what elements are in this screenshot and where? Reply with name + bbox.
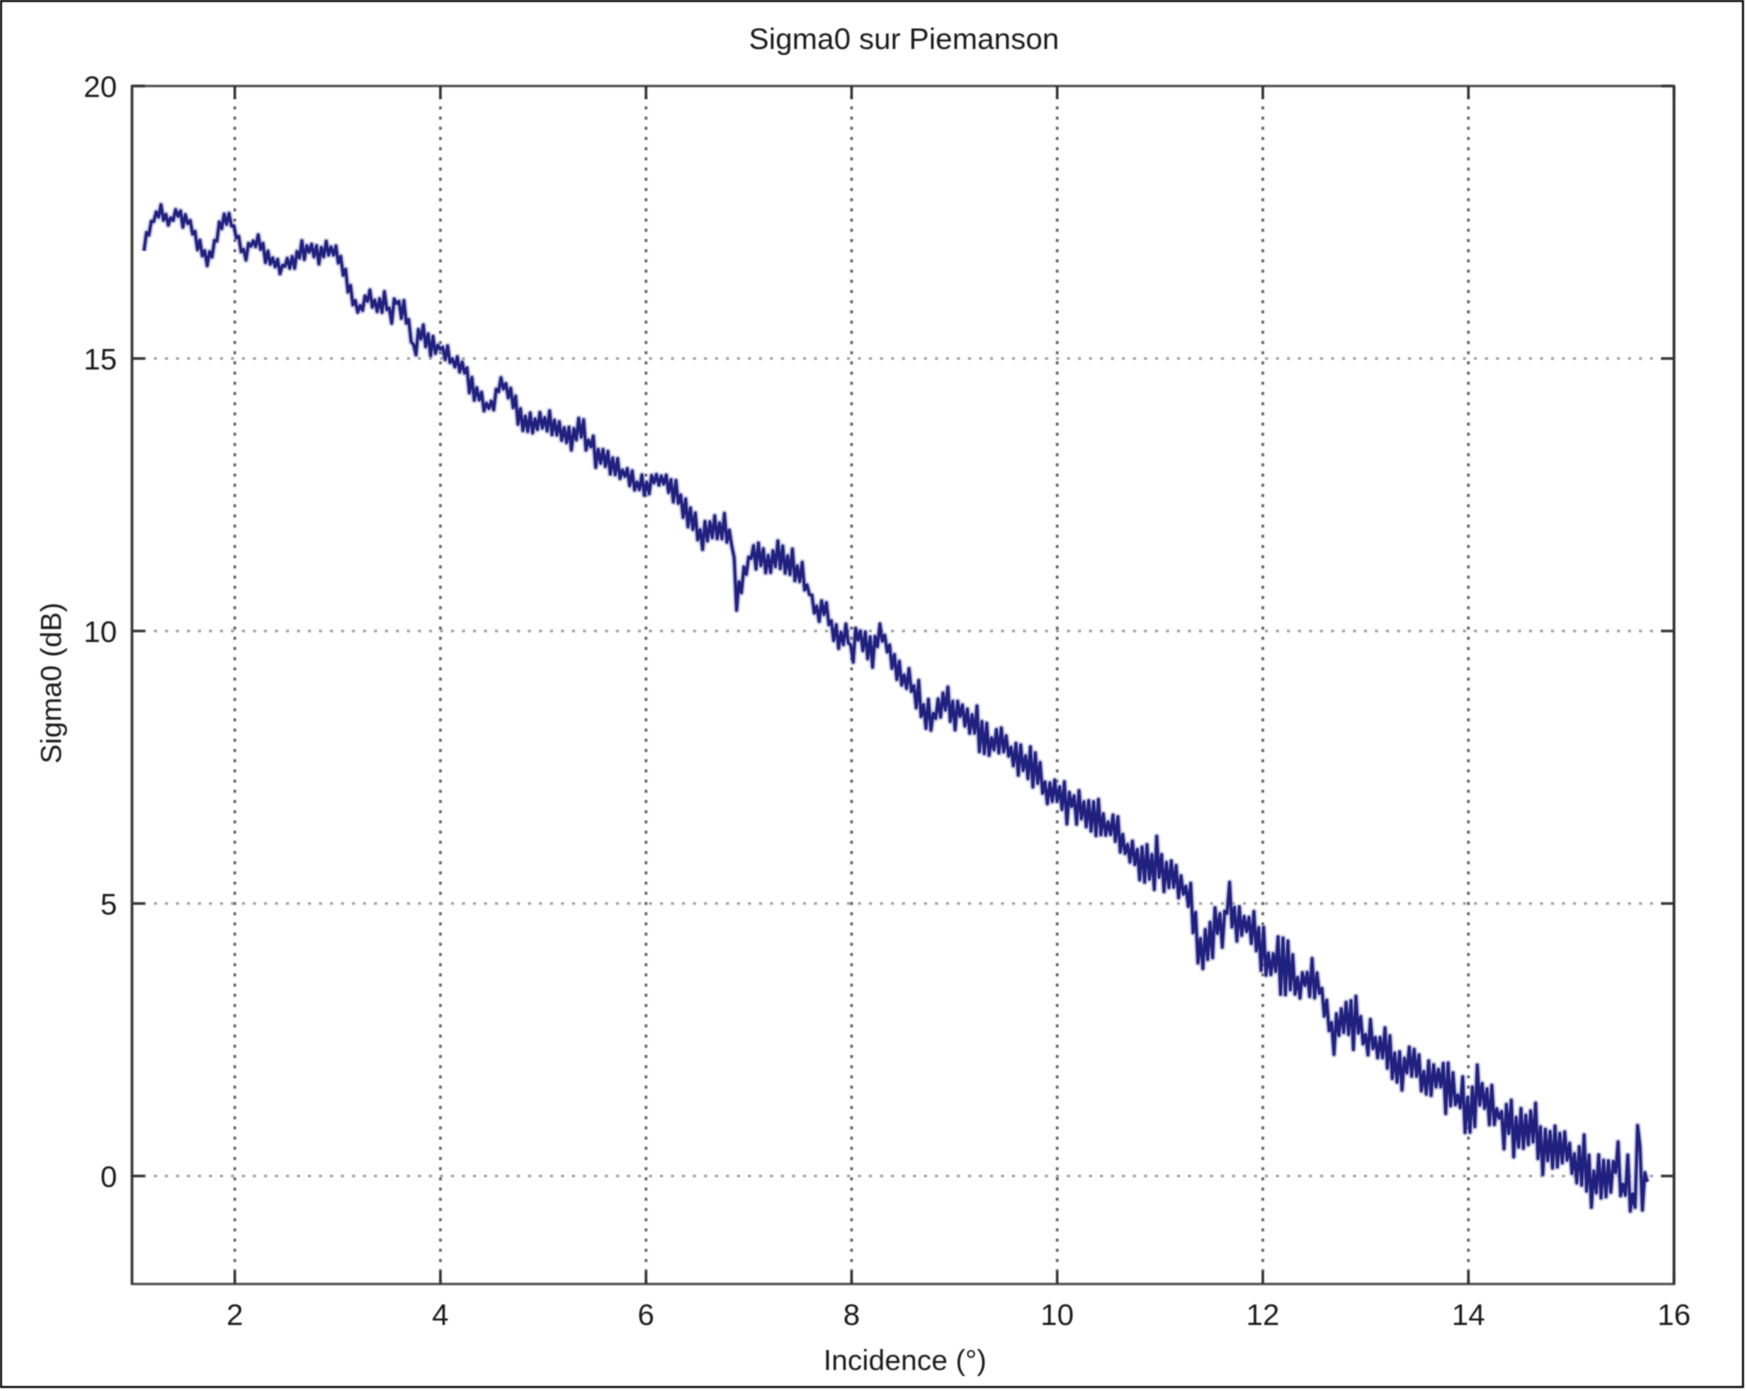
svg-text:10: 10 [84,616,117,649]
svg-text:12: 12 [1246,1299,1279,1332]
svg-text:8: 8 [843,1299,860,1332]
svg-text:Sigma0 (dB): Sigma0 (dB) [36,602,68,763]
svg-text:16: 16 [1657,1299,1690,1332]
svg-text:15: 15 [84,344,117,377]
svg-text:14: 14 [1452,1299,1485,1332]
svg-text:Sigma0 sur Piemanson: Sigma0 sur Piemanson [749,23,1059,56]
svg-text:2: 2 [226,1299,243,1332]
svg-text:0: 0 [100,1161,117,1194]
svg-text:5: 5 [100,889,117,922]
svg-text:6: 6 [638,1299,655,1332]
svg-text:4: 4 [432,1299,449,1332]
svg-text:10: 10 [1041,1299,1074,1332]
svg-text:Incidence (°): Incidence (°) [823,1345,986,1377]
svg-text:20: 20 [84,71,117,104]
